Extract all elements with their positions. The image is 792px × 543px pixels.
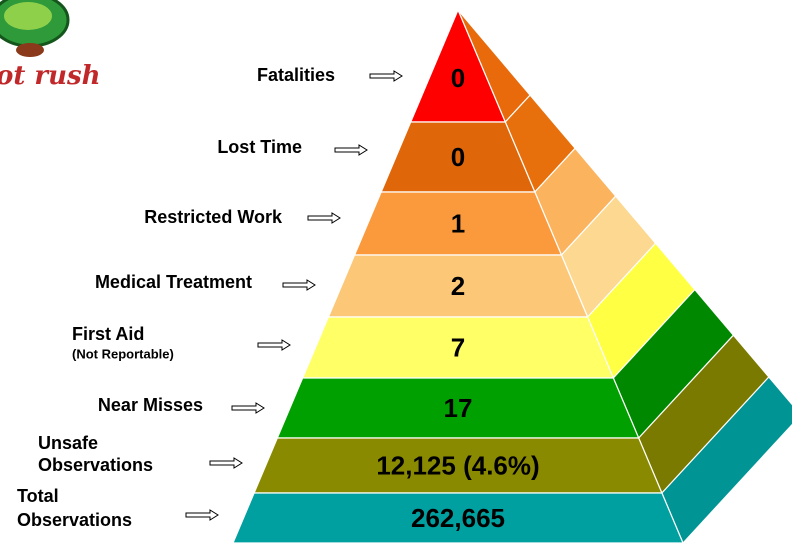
level-label: Near Misses [98,395,203,415]
arrow [186,510,218,520]
pyramid-level: 0 Fatalities [257,10,530,122]
level-value: 1 [451,208,465,238]
level-value: 7 [451,332,465,362]
level-value: 17 [444,393,473,423]
arrow [370,71,402,81]
arrow [258,340,290,350]
arrow [283,280,315,290]
logo-foot [16,43,44,57]
arrow [210,458,242,468]
level-label: Lost Time [217,137,302,157]
level-label: Unsafe [38,433,98,453]
level-label: First Aid [72,324,144,344]
level-label: Medical Treatment [95,272,252,292]
arrow [308,213,340,223]
arrow [335,145,367,155]
logo-text: ot rush [0,61,101,91]
logo-shell-pattern [4,2,52,30]
page: ot rush 0 Fatalities 0 Lost Time 1 Restricted… [0,0,792,543]
level-value: 0 [451,63,465,93]
level-value: 262,665 [411,503,505,533]
pyramid-level: 0 Lost Time [217,95,575,192]
level-label: Restricted Work [144,207,283,227]
level-label: Observations [38,455,153,475]
arrow [232,403,264,413]
level-value: 12,125 (4.6%) [376,450,539,480]
logo: ot rush [0,0,101,91]
level-note: (Not Reportable) [72,346,174,361]
level-label: Observations [17,510,132,530]
level-label: Fatalities [257,65,335,85]
level-label: Total [17,486,59,506]
level-value: 0 [451,142,465,172]
level-value: 2 [451,271,465,301]
